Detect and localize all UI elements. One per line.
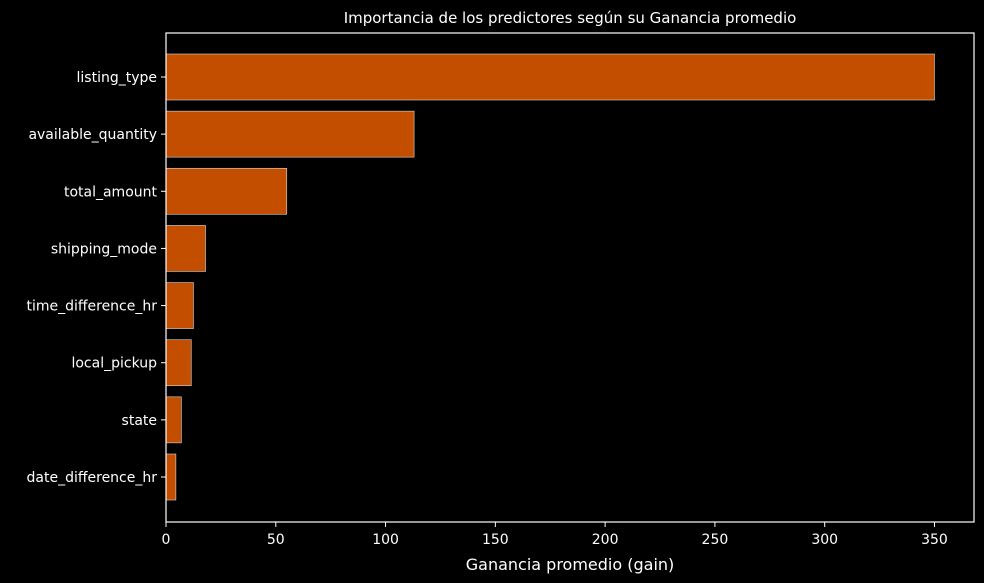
- y-tick-label: date_difference_hr: [27, 470, 158, 486]
- bars-group: [165, 53, 935, 501]
- y-tick-label: listing_type: [77, 70, 158, 86]
- y-tick-label: local_pickup: [71, 356, 157, 372]
- x-axis-ticks: 0 50 100 150 200 250 300 350: [162, 522, 948, 548]
- x-tick-label: 250: [702, 532, 729, 548]
- y-tick-label: available_quantity: [28, 127, 157, 143]
- bar-shipping-mode: [165, 225, 206, 272]
- bar-date-difference-hr: [165, 453, 177, 501]
- y-tick-label: shipping_mode: [51, 241, 157, 257]
- bar-state: [165, 396, 182, 444]
- plot-frame: [165, 32, 975, 523]
- x-tick-label: 300: [811, 532, 838, 548]
- x-tick-label: 200: [592, 532, 619, 548]
- x-tick-label: 50: [267, 532, 285, 548]
- x-axis-label: Ganancia promedio (gain): [466, 555, 675, 574]
- x-tick-label: 150: [482, 532, 509, 548]
- x-tick-label: 350: [921, 532, 948, 548]
- y-tick-label: total_amount: [64, 184, 158, 200]
- y-axis-ticks: listing_type available_quantity total_amou…: [26, 70, 166, 486]
- bar-available-quantity: [165, 110, 415, 158]
- y-tick-label: state: [122, 413, 157, 429]
- x-tick-label: 100: [372, 532, 399, 548]
- y-tick-label: time_difference_hr: [26, 299, 157, 315]
- bar-total-amount: [165, 167, 288, 215]
- x-tick-label: 0: [162, 532, 171, 548]
- bar-listing-type: [165, 53, 935, 101]
- chart-title: Importancia de los predictores según su …: [344, 9, 797, 27]
- bar-time-difference-hr: [165, 282, 194, 329]
- bar-local-pickup: [165, 339, 192, 387]
